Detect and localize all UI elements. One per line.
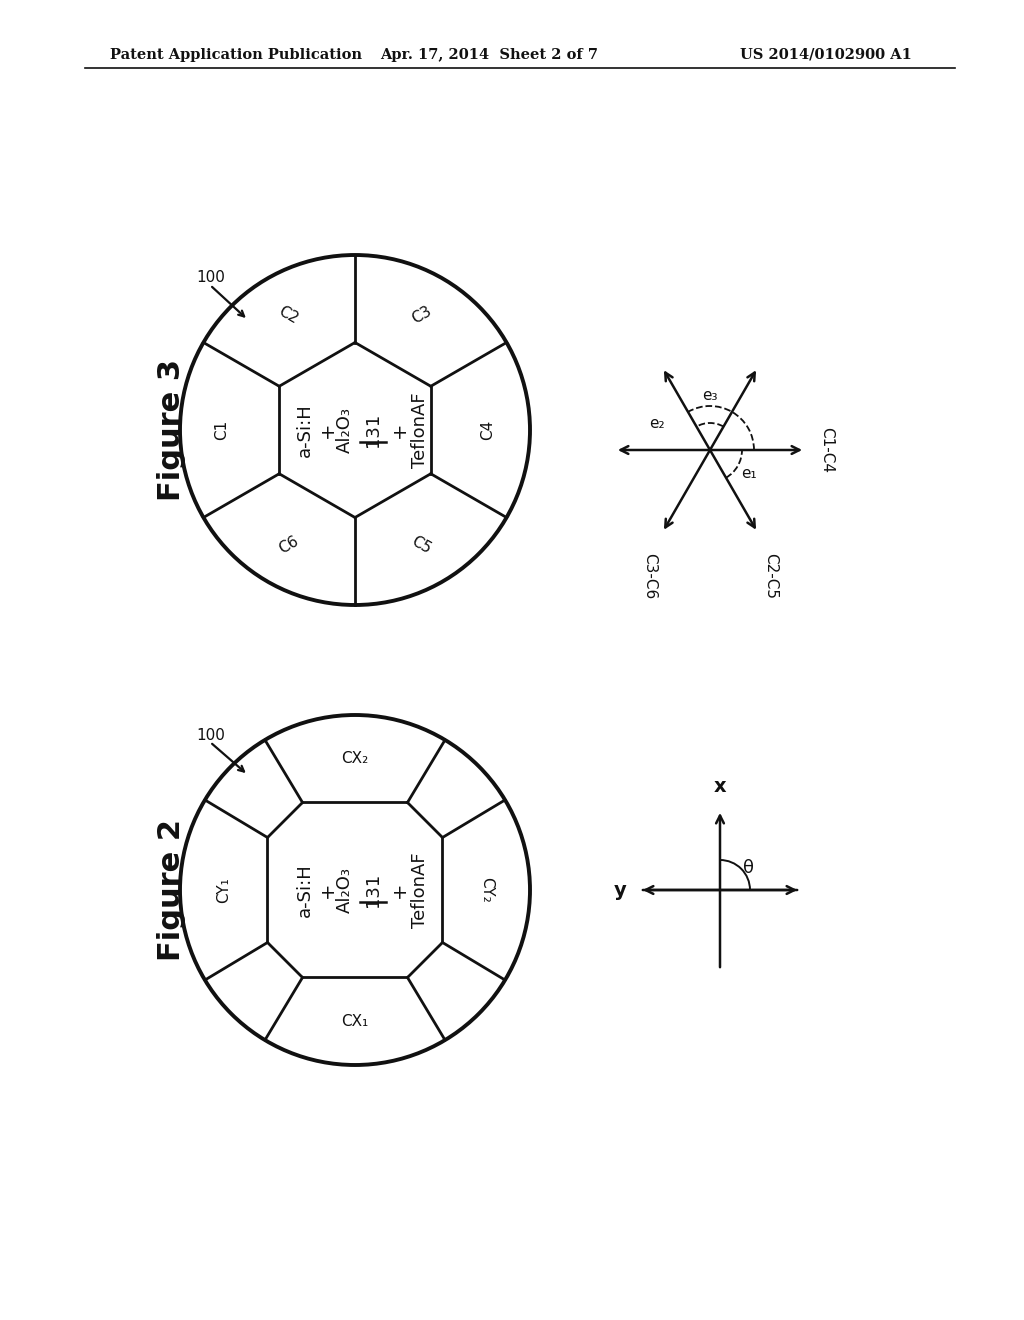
Text: x: x [714, 777, 726, 796]
Text: CX₁: CX₁ [341, 1014, 369, 1028]
Text: C1-C4: C1-C4 [819, 426, 834, 473]
Text: TeflonAF: TeflonAF [411, 392, 429, 467]
Text: 131: 131 [364, 873, 382, 907]
Text: CY₂: CY₂ [479, 876, 494, 903]
Text: y: y [613, 880, 626, 899]
Text: C3: C3 [409, 304, 434, 326]
Text: a-Si:H: a-Si:H [296, 403, 314, 457]
Text: C5: C5 [409, 533, 434, 557]
Text: Figure 2: Figure 2 [158, 818, 186, 961]
Text: CY₁: CY₁ [216, 876, 231, 903]
Text: 131: 131 [364, 413, 382, 447]
Text: a-Si:H: a-Si:H [296, 863, 314, 917]
Text: C2-C5: C2-C5 [763, 553, 778, 599]
Text: +: + [317, 882, 337, 898]
Text: C2: C2 [276, 304, 301, 326]
Text: C3-C6: C3-C6 [642, 553, 657, 599]
Text: +: + [389, 422, 409, 438]
Text: Figure 3: Figure 3 [158, 359, 186, 502]
Text: 100: 100 [196, 727, 225, 742]
Text: Patent Application Publication: Patent Application Publication [110, 48, 362, 62]
Text: CX₂: CX₂ [341, 751, 369, 766]
Text: TeflonAF: TeflonAF [411, 853, 429, 928]
Text: +: + [389, 882, 409, 898]
Text: e₃: e₃ [702, 388, 718, 404]
Text: C4: C4 [480, 420, 496, 440]
Text: e₁: e₁ [741, 466, 757, 480]
Text: US 2014/0102900 A1: US 2014/0102900 A1 [740, 48, 912, 62]
Text: +: + [317, 422, 337, 438]
Text: C6: C6 [275, 533, 301, 557]
Text: Al₂O₃: Al₂O₃ [336, 407, 354, 453]
Text: θ: θ [742, 859, 754, 876]
Text: e₂: e₂ [649, 416, 665, 430]
Text: Al₂O₃: Al₂O₃ [336, 867, 354, 913]
Text: 100: 100 [196, 271, 225, 285]
Text: Apr. 17, 2014  Sheet 2 of 7: Apr. 17, 2014 Sheet 2 of 7 [380, 48, 598, 62]
Text: C1: C1 [214, 420, 229, 440]
